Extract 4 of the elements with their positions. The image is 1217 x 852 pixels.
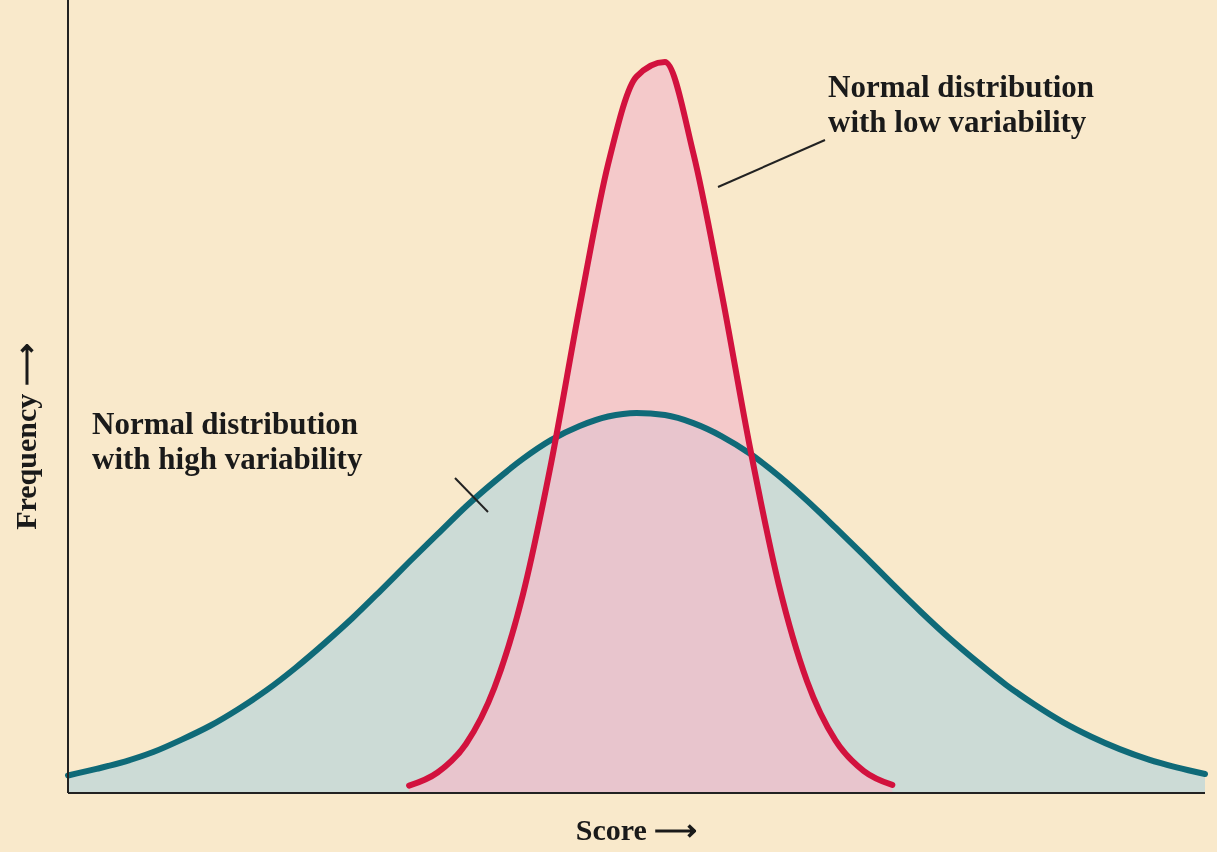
annotation: Normal distribution with high variability	[92, 406, 363, 476]
y-axis-title: Frequency ⟶	[9, 343, 42, 530]
annotation: Normal distribution with low variability	[828, 69, 1095, 139]
x-axis-title: Score ⟶	[575, 813, 698, 846]
